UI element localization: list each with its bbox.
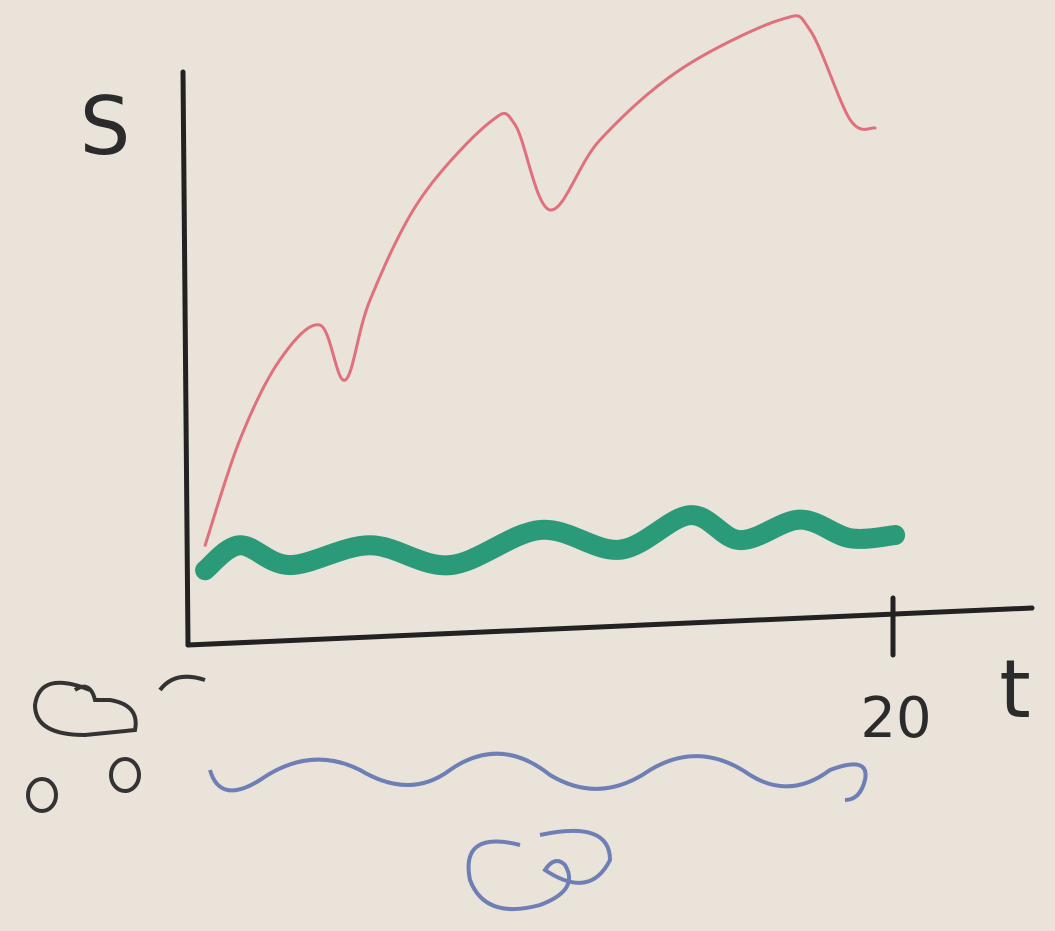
wave-doodle [208,751,868,802]
stroller-doodle [26,674,206,813]
y-axis-label: S [80,80,131,173]
x-axis [185,605,1035,648]
data-line [203,14,877,547]
data-line [195,505,906,581]
x-tick-label: 20 [860,686,931,751]
x-axis-label: t [999,643,1030,736]
y-axis [180,69,191,648]
heart-doodle [466,828,613,912]
